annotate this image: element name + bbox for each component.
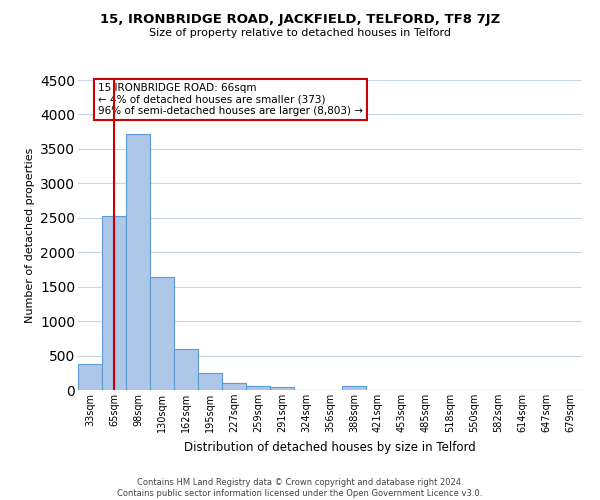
X-axis label: Distribution of detached houses by size in Telford: Distribution of detached houses by size …: [184, 440, 476, 454]
Bar: [102, 216, 126, 390]
Text: Contains HM Land Registry data © Crown copyright and database right 2024.
Contai: Contains HM Land Registry data © Crown c…: [118, 478, 482, 498]
Y-axis label: Number of detached properties: Number of detached properties: [25, 148, 35, 322]
Bar: [246, 386, 270, 390]
Bar: [270, 386, 294, 390]
Bar: [342, 386, 366, 390]
Text: Size of property relative to detached houses in Telford: Size of property relative to detached ho…: [149, 28, 451, 38]
Bar: [126, 134, 150, 390]
Bar: [198, 373, 222, 390]
Bar: [150, 277, 174, 390]
Text: 15, IRONBRIDGE ROAD, JACKFIELD, TELFORD, TF8 7JZ: 15, IRONBRIDGE ROAD, JACKFIELD, TELFORD,…: [100, 12, 500, 26]
Bar: [222, 383, 246, 390]
Text: 15 IRONBRIDGE ROAD: 66sqm
← 4% of detached houses are smaller (373)
96% of semi-: 15 IRONBRIDGE ROAD: 66sqm ← 4% of detach…: [98, 83, 363, 116]
Bar: [174, 348, 198, 390]
Bar: [78, 364, 102, 390]
